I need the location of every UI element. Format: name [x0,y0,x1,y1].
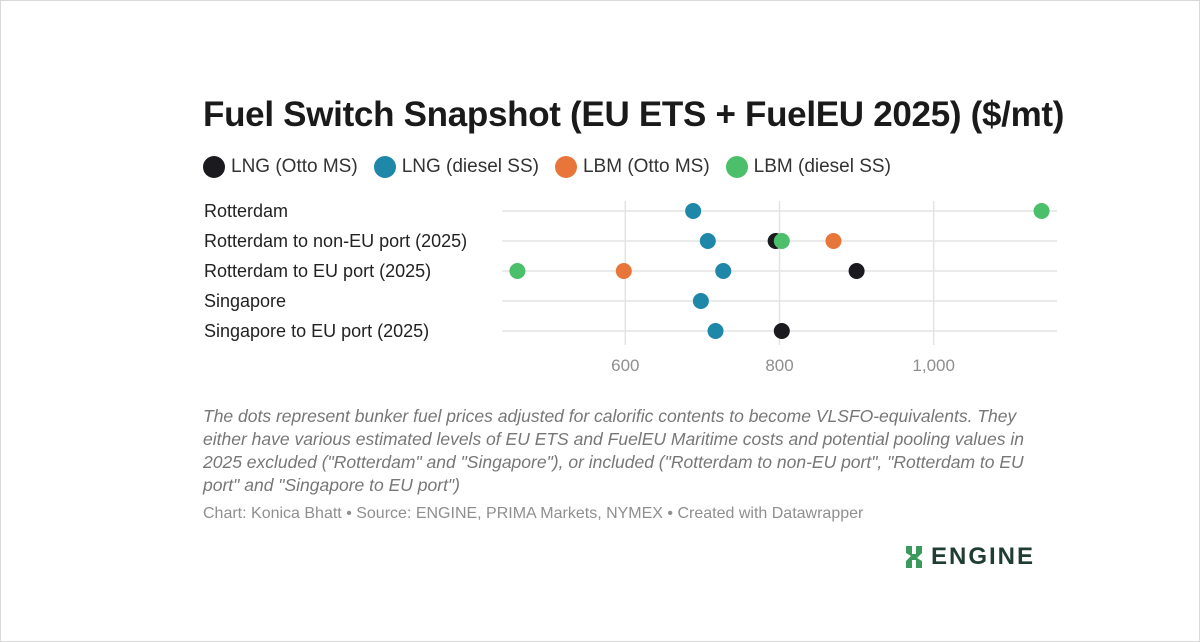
legend-label-lbm-otto: LBM (Otto MS) [582,156,710,177]
dot-lng-diesel-ss-singapore-to-eu-port-2025[interactable] [707,323,724,339]
legend-item-lbm-otto: LBM (Otto MS) [554,156,710,178]
legend-label-lng-otto: LNG (Otto MS) [231,156,358,177]
dot-lbm-diesel-ss-rotterdam-to-eu-port-2025[interactable] [509,263,526,279]
dot-plot: Rotterdam Rotterdam to non-EU port (2025)… [204,201,1057,375]
dot-lng-diesel-ss-rotterdam[interactable] [685,203,702,219]
row-label-singapore-to-eu-port-2025: Singapore to EU port (2025) [204,321,429,341]
dot-lng-diesel-ss-rotterdam-to-eu-port-2025[interactable] [715,263,732,279]
engine-logo-text: ENGINE [931,543,1036,570]
legend-item-lng-diesel: LNG (diesel SS) [373,156,539,178]
legend-item-lbm-diesel: LBM (diesel SS) [725,156,891,178]
legend-label-lbm-diesel: LBM (diesel SS) [753,156,891,177]
dot-lbm-otto-ms-rotterdam-to-eu-port-2025[interactable] [615,263,632,279]
legend-swatch-lbm-otto [554,156,577,178]
x-tick-label-800: 800 [765,356,793,375]
dot-lng-otto-ms-singapore-to-eu-port-2025[interactable] [773,323,790,339]
chart-title: Fuel Switch Snapshot (EU ETS + FuelEU 20… [203,95,1065,134]
row-label-rotterdam-to-eu-port-2025: Rotterdam to EU port (2025) [204,261,431,281]
dot-lng-diesel-ss-singapore[interactable] [692,293,709,309]
dot-lbm-otto-ms-rotterdam-to-non-eu-port-2025[interactable] [825,233,842,249]
engine-logo: ENGINE [903,543,1035,571]
legend-swatch-lng-diesel [373,156,396,178]
chart-legend: LNG (Otto MS) LNG (diesel SS) LBM (Otto … [203,152,907,182]
row-label-rotterdam-to-non-eu-port-2025: Rotterdam to non-EU port (2025) [204,231,467,251]
legend-swatch-lbm-diesel [725,156,748,178]
x-tick-label-600: 600 [611,356,639,375]
dot-lng-diesel-ss-rotterdam-to-non-eu-port-2025[interactable] [699,233,716,249]
engine-logo-icon [906,546,922,568]
row-label-singapore: Singapore [204,291,286,311]
dot-lbm-diesel-ss-rotterdam-to-non-eu-port-2025[interactable] [773,233,790,249]
legend-label-lng-diesel: LNG (diesel SS) [401,156,539,177]
legend-swatch-lng-otto [203,156,225,178]
chart-credit: Chart: Konica Bhatt • Source: ENGINE, PR… [203,505,864,522]
chart-note: The dots represent bunker fuel prices ad… [203,406,1024,495]
dot-lbm-diesel-ss-rotterdam[interactable] [1033,203,1050,219]
row-label-rotterdam: Rotterdam [204,201,288,221]
legend-item-lng-otto: LNG (Otto MS) [203,156,358,178]
dot-lng-otto-ms-rotterdam-to-eu-port-2025[interactable] [848,263,865,279]
x-tick-label-1000: 1,000 [912,356,955,375]
